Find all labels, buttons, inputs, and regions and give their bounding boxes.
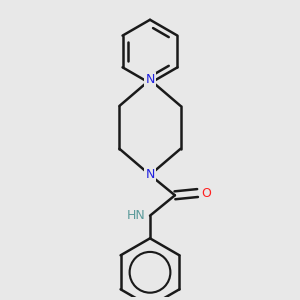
Text: N: N [145, 73, 155, 86]
Text: HN: HN [127, 209, 146, 222]
Text: N: N [145, 168, 155, 182]
Text: O: O [202, 187, 212, 200]
